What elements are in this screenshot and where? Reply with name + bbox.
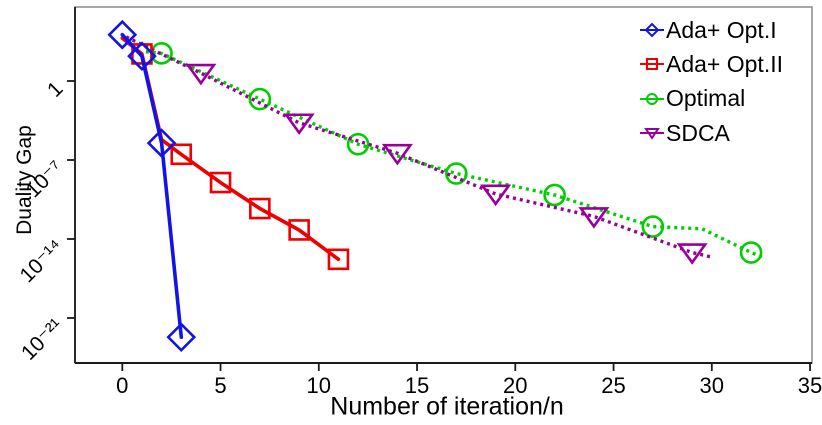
x-axis-label: Number of iteration/n [330, 392, 564, 421]
legend-item-ada-opt-i: Ada+ Opt.I [639, 13, 783, 47]
diamond-legend-icon [640, 22, 664, 38]
x-tick-label: 5 [214, 373, 226, 398]
legend-item-sdca: SDCA [639, 116, 783, 150]
square-marker [209, 171, 232, 194]
y-tick-label: 10⁻¹⁴ [16, 235, 68, 287]
circle-marker [543, 183, 566, 207]
legend-item-ada-opt-ii: Ada+ Opt.II [639, 47, 783, 81]
diamond-marker [166, 322, 197, 353]
triangle-down-marker [676, 243, 708, 265]
triangle-down-marker [381, 143, 413, 166]
x-tick-label: 30 [700, 373, 724, 398]
legend-label: Ada+ Opt.II [666, 50, 783, 77]
square-marker [131, 43, 153, 65]
x-tick-label: 25 [601, 373, 625, 398]
circle-marker [346, 132, 370, 156]
triangle-down-marker [480, 184, 512, 207]
series-line-ada-opt-i [120, 32, 184, 340]
square-legend-icon [640, 58, 664, 71]
legend-item-optimal: Optimal [639, 82, 783, 116]
circle-marker [248, 87, 272, 111]
x-tick-label: 0 [116, 373, 128, 398]
circle-marker [739, 241, 763, 264]
y-tick-label: 1 [43, 77, 68, 102]
x-tick-label: 15 [405, 373, 429, 398]
triangle-down-marker [185, 63, 217, 86]
legend-label: Ada+ Opt.I [666, 16, 777, 43]
circle-marker [445, 162, 468, 185]
series-line-sdca [125, 35, 713, 259]
circle-marker [641, 215, 665, 238]
legend: Ada+ Opt.I Ada+ Opt.II Optimal SDCA [639, 13, 783, 150]
triangle-down-marker [283, 113, 315, 135]
circle-legend-icon [640, 92, 664, 105]
legend-label: SDCA [666, 119, 730, 146]
diamond-marker [107, 19, 138, 50]
square-marker [170, 143, 193, 166]
triangle-down-marker [578, 207, 610, 229]
square-marker [288, 219, 310, 241]
x-tick-label: 20 [503, 373, 527, 398]
y-tick-label: 10⁻²¹ [17, 314, 68, 365]
square-marker [249, 197, 271, 220]
series-line-optimal [145, 50, 766, 260]
diamond-marker [127, 41, 157, 72]
x-tick-label: 10 [307, 373, 331, 398]
square-marker [327, 248, 350, 271]
legend-label: Optimal [666, 85, 746, 112]
y-axis-label: Duality Gap [13, 125, 36, 235]
x-tick-label: 35 [798, 373, 822, 398]
diamond-marker [146, 128, 177, 158]
triangle-down-legend-icon [640, 128, 664, 140]
